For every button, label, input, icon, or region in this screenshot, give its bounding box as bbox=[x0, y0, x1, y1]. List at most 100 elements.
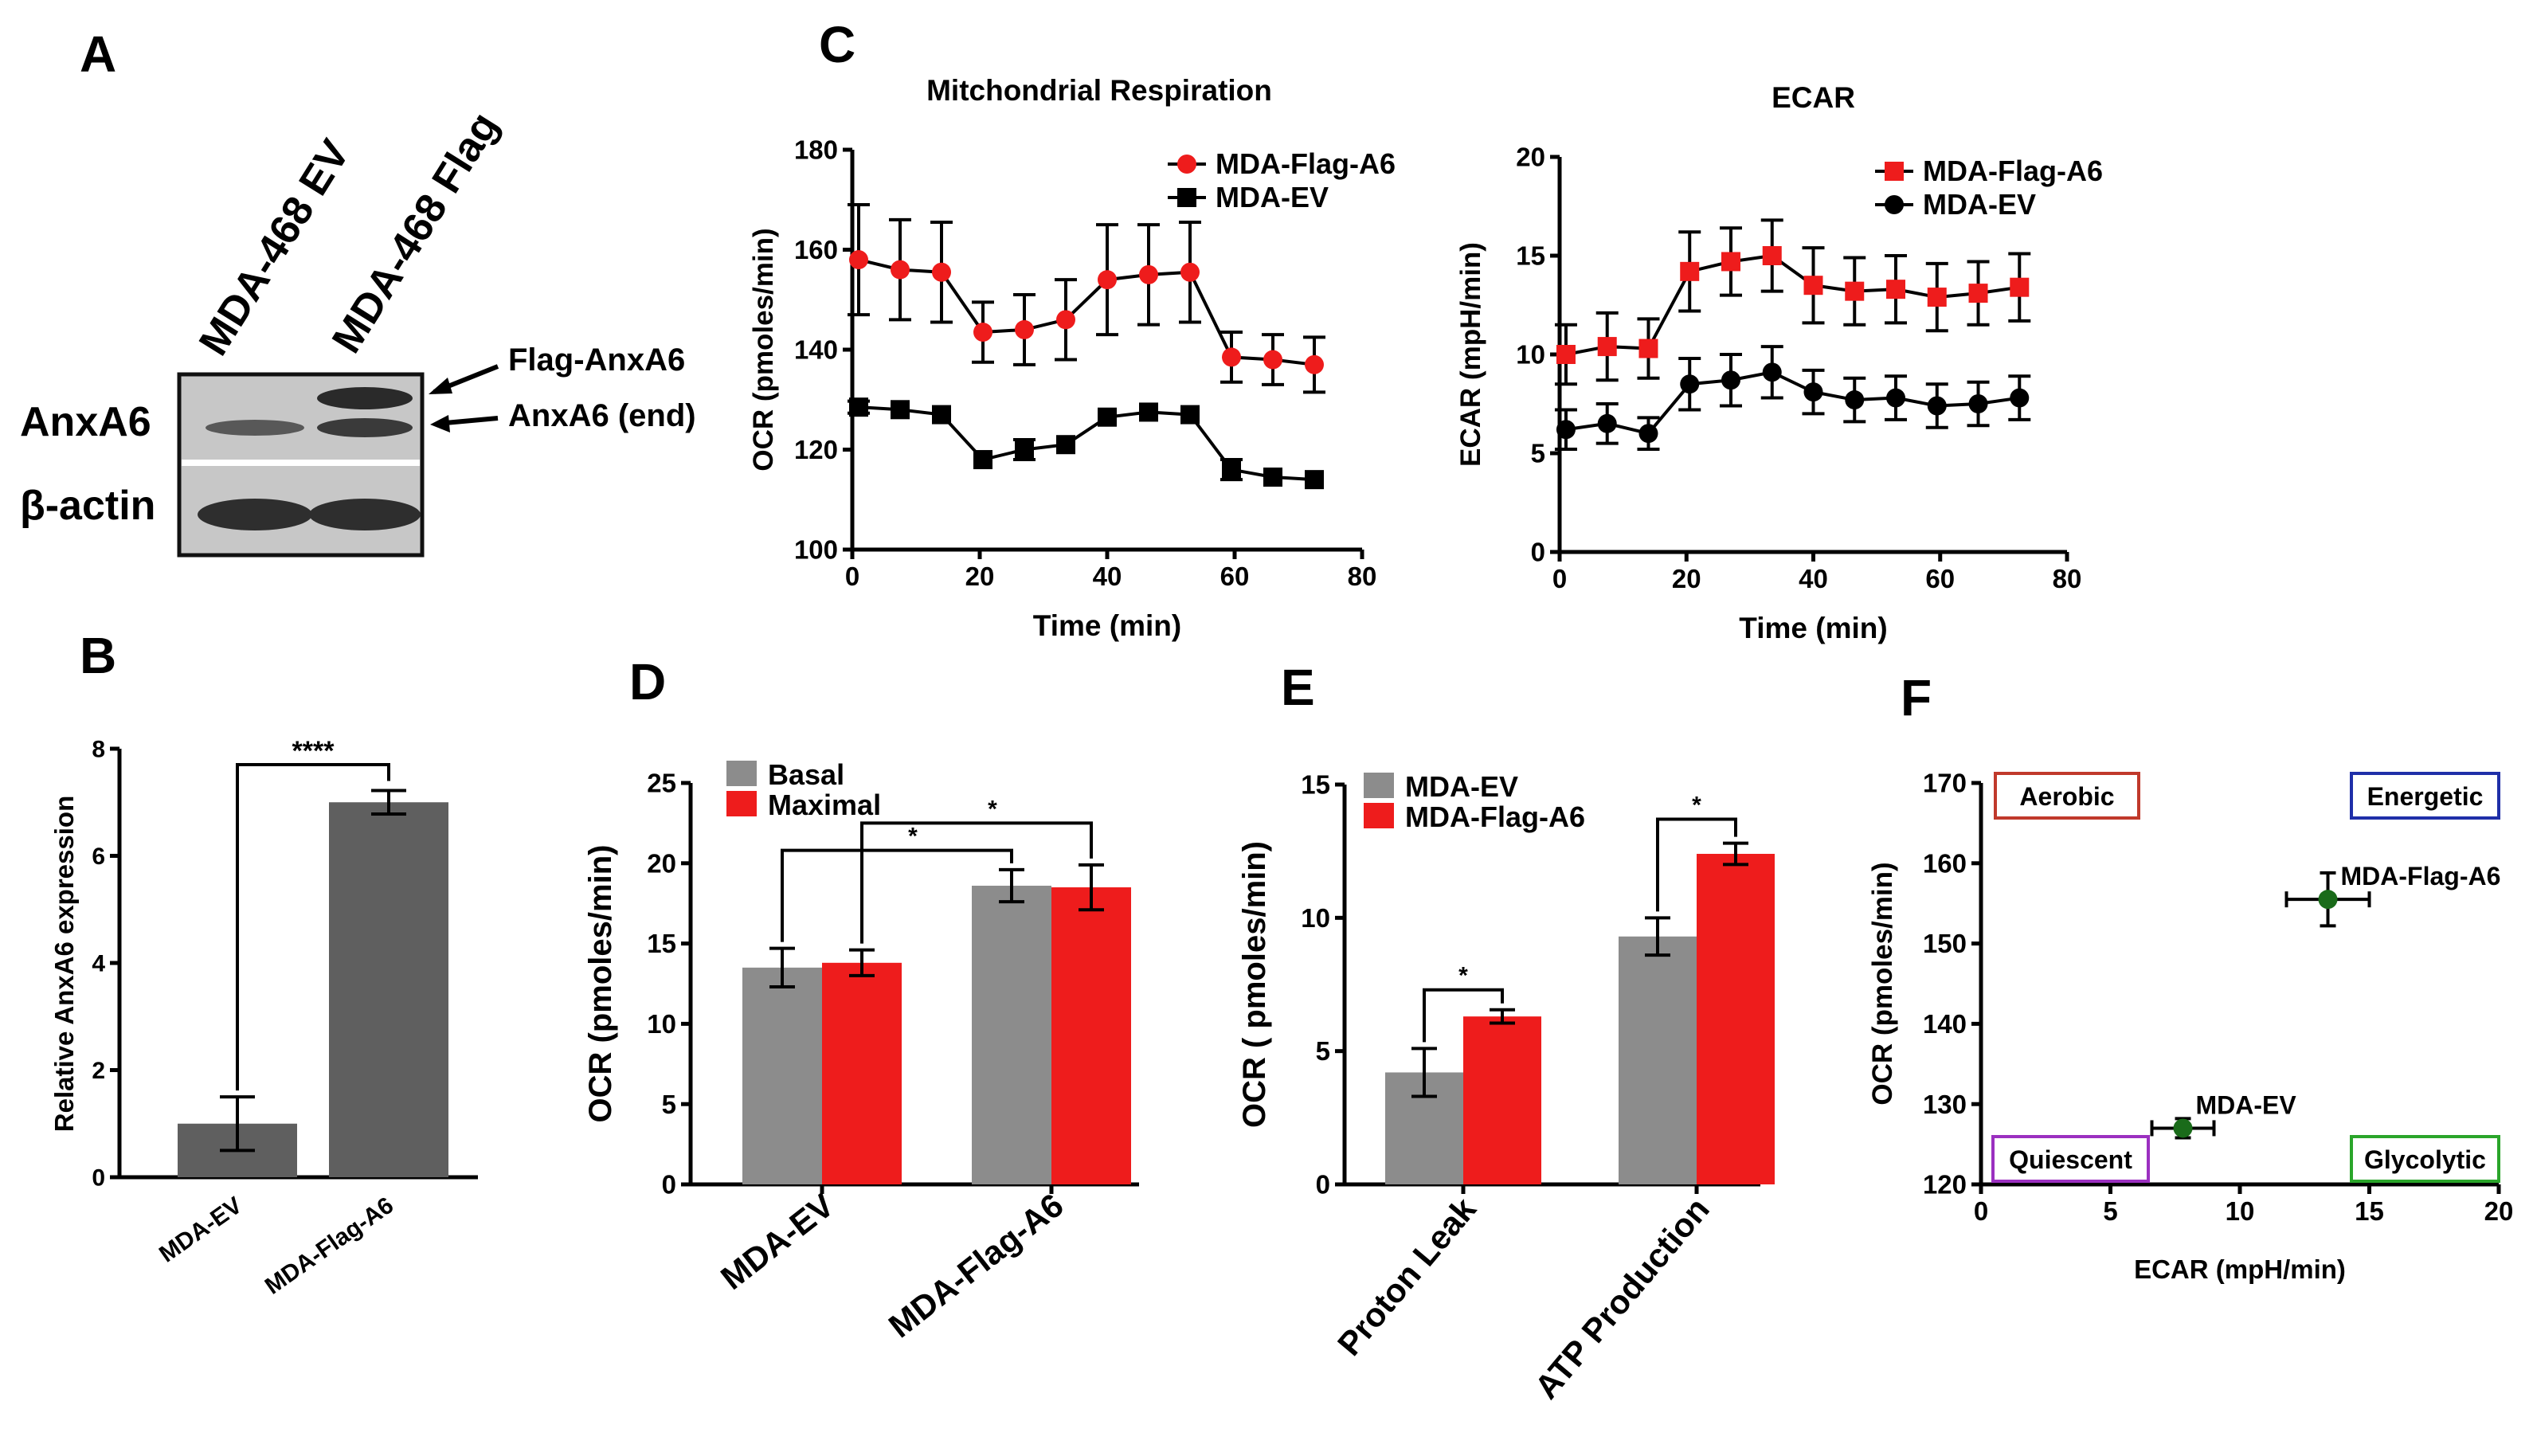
chart-d: 0 5 10 15 20 25 OCR (pmoles/min) MDA-EV MDA-Flag… bbox=[583, 758, 1139, 1344]
x-tick-label: Proton Leak bbox=[1330, 1190, 1483, 1363]
data-point-MDA-EV bbox=[1556, 420, 1576, 440]
significance-label: * bbox=[1692, 793, 1701, 819]
data-point-MDA-EV bbox=[1222, 460, 1241, 479]
chart-e: 0 5 10 15 OCR ( pmoles/min) Proton Leak ATP Pr… bbox=[1237, 770, 1775, 1406]
legend-swatch-Basal bbox=[726, 761, 757, 786]
data-point-MDA-EV bbox=[891, 400, 910, 420]
data-point-MDA-Flag-A6 bbox=[1886, 280, 1906, 299]
data-point-MDA-Flag-A6 bbox=[2010, 277, 2030, 297]
quadrant-box-Aerobic bbox=[1994, 772, 2140, 820]
y-tick-label: 5 bbox=[662, 1090, 676, 1119]
data-point-MDA-EV bbox=[1845, 390, 1865, 410]
data-point-MDA-EV bbox=[1015, 440, 1034, 460]
y-tick-label: 25 bbox=[647, 769, 676, 798]
blot-row-label-anxa6: AnxA6 bbox=[20, 399, 151, 445]
data-point-MDA-EV bbox=[2010, 388, 2030, 408]
legend-label: MDA-Flag-A6 bbox=[1216, 147, 1396, 180]
series-line-MDA-EV bbox=[858, 405, 1315, 482]
bar-Basal bbox=[742, 967, 822, 1184]
chart-title: Mitchondrial Respiration bbox=[926, 74, 1272, 107]
data-point-MDA-EV bbox=[1803, 382, 1823, 402]
y-tick-label: 0 bbox=[92, 1165, 105, 1192]
band-flag-anxa6 bbox=[317, 387, 413, 409]
legend-label: MDA-EV bbox=[1216, 181, 1329, 213]
legend-marker-MDA-EV bbox=[1885, 195, 1904, 214]
significance-bracket bbox=[1656, 817, 1737, 912]
legend-label: MDA-Flag-A6 bbox=[1405, 800, 1585, 833]
data-point-MDA-EV bbox=[1139, 402, 1158, 422]
y-axis-title: ECAR (mpH/min) bbox=[1455, 242, 1486, 467]
data-point-MDA-Flag-A6 bbox=[1222, 347, 1241, 367]
band-actin-ev bbox=[198, 499, 312, 530]
data-point-MDA-EV bbox=[1263, 468, 1282, 487]
data-point-MDA-Flag-A6 bbox=[1015, 319, 1034, 339]
data-point-MDA-Flag-A6 bbox=[1845, 281, 1865, 301]
significance-label: **** bbox=[292, 736, 335, 766]
data-point-MDA-EV bbox=[849, 397, 868, 417]
blot-divider bbox=[182, 460, 420, 466]
legend-swatch-MDA-Flag-A6 bbox=[1364, 803, 1394, 828]
y-axis-title: OCR (pmoles/min) bbox=[583, 845, 618, 1123]
data-point-MDA-EV bbox=[1305, 470, 1324, 490]
data-point-MDA-EV bbox=[973, 450, 992, 470]
y-axis-title: OCR (pmoles/min) bbox=[748, 228, 779, 471]
quadrant-label: Glycolytic bbox=[2364, 1145, 2486, 1174]
data-point-MDA-Flag-A6 bbox=[1680, 261, 1700, 281]
x-tick-label: MDA-Flag-A6 bbox=[260, 1192, 398, 1300]
point-label: MDA-EV bbox=[2196, 1090, 2297, 1119]
data-point-MDA-Flag-A6 bbox=[2318, 890, 2338, 910]
legend-label: Maximal bbox=[768, 789, 881, 821]
data-point-MDA-Flag-A6 bbox=[1263, 350, 1282, 370]
y-tick-label: 20 bbox=[1516, 143, 1545, 172]
x-tick-label: 5 bbox=[2103, 1196, 2117, 1226]
y-tick-label: 10 bbox=[1301, 903, 1330, 933]
chart-f: 120 130 140 150 160 170 0 5 10 15 20 ECAR (mpH/min)… bbox=[1867, 769, 2513, 1284]
x-tick-label: 20 bbox=[2484, 1196, 2514, 1226]
legend-marker-MDA-Flag-A6 bbox=[1177, 155, 1196, 174]
data-point-MDA-Flag-A6 bbox=[1927, 288, 1947, 307]
significance-label: * bbox=[908, 824, 918, 850]
y-tick-label: 0 bbox=[1316, 1170, 1330, 1200]
bar-Maximal bbox=[1051, 887, 1131, 1184]
x-tick-label: 0 bbox=[1974, 1196, 1988, 1226]
x-tick-label: 60 bbox=[1220, 562, 1250, 591]
series-line-MDA-Flag-A6 bbox=[1565, 253, 2020, 356]
legend-swatch-MDA-EV bbox=[1364, 773, 1394, 798]
y-tick-label: 160 bbox=[794, 235, 838, 264]
bar-MDA-Flag-A6 bbox=[329, 802, 448, 1177]
panel-label-f: F bbox=[1901, 669, 1932, 726]
data-point-MDA-Flag-A6 bbox=[891, 260, 910, 280]
y-tick-label: 4 bbox=[92, 951, 105, 977]
data-point-MDA-EV bbox=[1597, 413, 1617, 433]
legend-marker-MDA-EV bbox=[1177, 188, 1196, 207]
legend-swatch-Maximal bbox=[726, 791, 757, 816]
data-point-MDA-EV bbox=[1721, 370, 1740, 390]
panel-label-c: C bbox=[819, 16, 855, 73]
data-point-MDA-Flag-A6 bbox=[1721, 252, 1740, 272]
western-blot: MDA-468 EV MDA-468 Flag AnxA6 β-actin Fl… bbox=[20, 104, 696, 558]
data-point-MDA-EV bbox=[1180, 405, 1200, 425]
panel-label-e: E bbox=[1281, 659, 1315, 716]
bar-MDA-Flag-A6 bbox=[1697, 854, 1775, 1184]
x-tick-label: 10 bbox=[2226, 1196, 2255, 1226]
legend-marker-MDA-Flag-A6 bbox=[1885, 162, 1904, 181]
panel-label-a: A bbox=[80, 25, 116, 83]
x-axis-title: ECAR (mpH/min) bbox=[2134, 1254, 2346, 1284]
data-point-MDA-Flag-A6 bbox=[849, 250, 868, 270]
x-tick-label: 40 bbox=[1799, 564, 1828, 593]
y-tick-label: 140 bbox=[794, 335, 838, 365]
y-axis-title: Relative AnxA6 expression bbox=[49, 796, 79, 1132]
y-tick-label: 150 bbox=[1923, 929, 1967, 958]
quadrant-label: Aerobic bbox=[2019, 782, 2114, 811]
y-axis-title: OCR (pmoles/min) bbox=[1867, 862, 1898, 1105]
y-tick-label: 15 bbox=[1516, 241, 1545, 271]
x-tick-label: MDA-EV bbox=[714, 1186, 840, 1297]
x-tick-label: 15 bbox=[2355, 1196, 2384, 1226]
x-tick-label: 80 bbox=[2053, 564, 2082, 593]
y-tick-label: 180 bbox=[794, 135, 838, 165]
significance-bracket bbox=[236, 763, 390, 1091]
chart-title: ECAR bbox=[1772, 81, 1855, 114]
blot-row-label-actin: β-actin bbox=[20, 483, 155, 529]
arrowhead-anxa6-end bbox=[430, 415, 450, 432]
